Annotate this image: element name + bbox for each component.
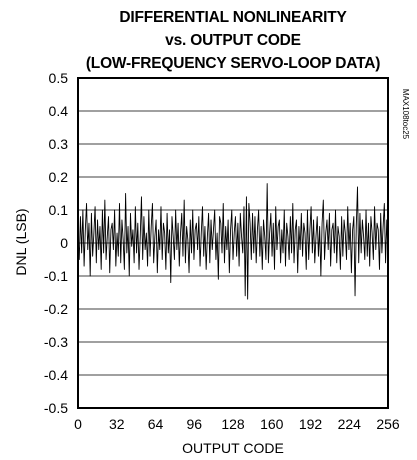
chart-title: DIFFERENTIAL NONLINEARITY vs. OUTPUT COD… xyxy=(86,9,381,72)
x-tick-label: 224 xyxy=(338,416,362,432)
part-watermark: MAX108toc25 xyxy=(401,89,410,140)
chart-title-line-3: (LOW-FREQUENCY SERVO-LOOP DATA) xyxy=(86,55,380,72)
y-tick-label: 0 xyxy=(60,235,68,251)
x-axis-label: OUTPUT CODE xyxy=(182,440,284,456)
x-tick-label: 96 xyxy=(186,416,202,432)
x-tick-label: 32 xyxy=(109,416,125,432)
y-tick-label: -0.2 xyxy=(44,301,68,317)
dnl-series-line xyxy=(77,183,389,300)
x-tick-label: 160 xyxy=(260,416,284,432)
y-tick-label: -0.3 xyxy=(44,334,68,350)
y-tick-label: 0.3 xyxy=(49,136,69,152)
x-tick-label: 128 xyxy=(221,416,245,432)
x-tick-label: 0 xyxy=(74,416,82,432)
chart-title-line-2: vs. OUTPUT CODE xyxy=(165,32,301,49)
y-tick-label: 0.2 xyxy=(49,169,69,185)
plot-area-frame xyxy=(77,77,389,409)
y-tick-label: -0.4 xyxy=(44,367,68,383)
x-tick-labels: 0 32 64 96 128 160 192 224 256 xyxy=(74,416,400,432)
x-tick-label: 192 xyxy=(299,416,323,432)
y-tick-label: -0.1 xyxy=(44,268,68,284)
x-tick-label: 256 xyxy=(376,416,400,432)
y-tick-label: 0.1 xyxy=(49,202,69,218)
chart-title-line-1: DIFFERENTIAL NONLINEARITY xyxy=(119,9,347,26)
y-tick-label: 0.4 xyxy=(49,103,69,119)
y-tick-label: 0.5 xyxy=(49,70,69,86)
y-tick-labels: 0.5 0.4 0.3 0.2 0.1 0 -0.1 -0.2 -0.3 -0.4 -0.5 xyxy=(44,70,68,416)
x-tick-label: 64 xyxy=(148,416,164,432)
y-axis-label: DNL (LSB) xyxy=(13,208,29,275)
y-tick-label: -0.5 xyxy=(44,400,68,416)
